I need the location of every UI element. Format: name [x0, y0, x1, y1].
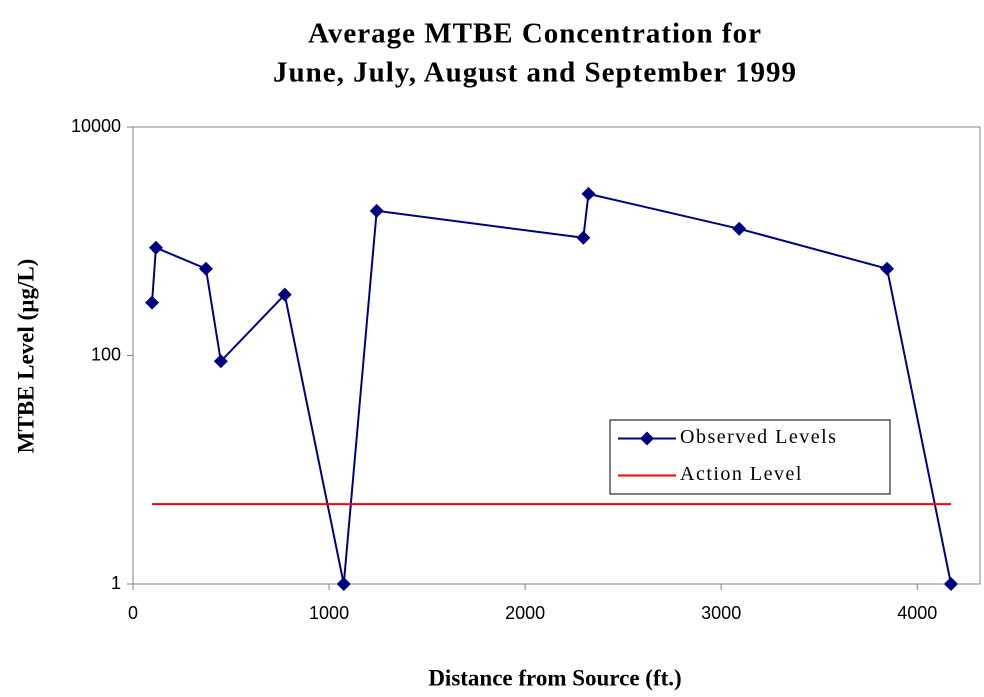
data-point — [145, 295, 160, 310]
x-tick-label: 2000 — [505, 603, 545, 623]
data-point — [336, 577, 351, 591]
legend-box — [609, 419, 891, 495]
data-point — [277, 287, 292, 302]
x-axis-label: Distance from Source (ft.) — [428, 665, 681, 690]
y-tick-label: 10000 — [71, 116, 121, 136]
plot-area — [132, 126, 981, 585]
data-point — [369, 203, 384, 218]
x-tick-label: 3000 — [701, 603, 741, 623]
data-point — [576, 230, 591, 245]
x-tick-label: 1000 — [309, 603, 349, 623]
y-axis-label: MTBE Level (µg/L) — [13, 259, 38, 454]
series-line — [151, 192, 952, 585]
legend-label: Observed Levels — [680, 426, 837, 448]
data-point — [880, 261, 895, 276]
x-tick-label: 0 — [128, 603, 138, 623]
data-point — [198, 261, 213, 276]
chart-title: June, July, August and September 1999 — [273, 57, 797, 89]
y-tick-label: 100 — [91, 344, 121, 364]
data-point — [943, 577, 958, 591]
data-point — [732, 221, 747, 236]
data-point — [148, 240, 163, 255]
x-tick-label: 4000 — [897, 603, 937, 623]
chart-title: Average MTBE Concentration for — [308, 18, 762, 50]
data-point — [213, 354, 228, 369]
legend-label: Action Level — [680, 463, 803, 485]
legend-marker — [640, 431, 654, 446]
y-tick-label: 1 — [111, 573, 121, 593]
data-point — [581, 186, 596, 201]
